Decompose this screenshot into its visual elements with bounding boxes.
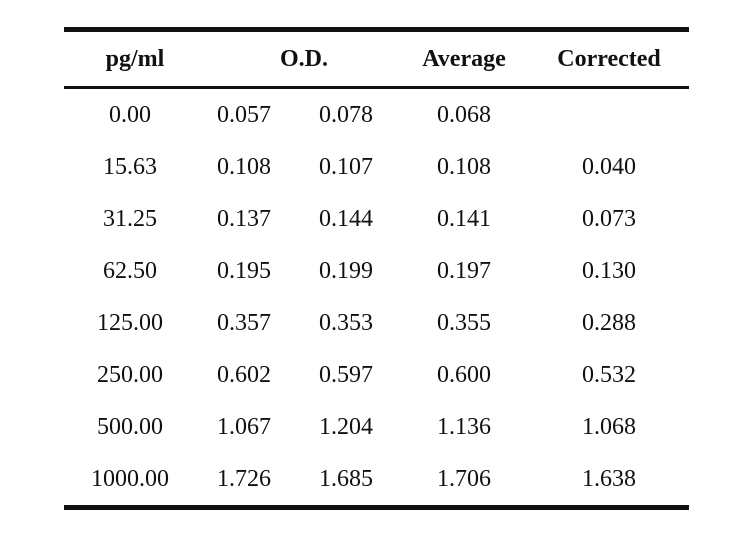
table-row: 500.00 1.067 1.204 1.136 1.068 xyxy=(64,401,689,453)
cell-average: 1.706 xyxy=(437,465,491,492)
table-body: 0.00 0.057 0.078 0.068 15.63 0.108 0.107… xyxy=(64,89,689,505)
cell-od-1: 0.108 xyxy=(217,153,271,180)
table-row: 250.00 0.602 0.597 0.600 0.532 xyxy=(64,349,689,401)
cell-average: 0.141 xyxy=(437,205,491,232)
cell-od-1: 1.067 xyxy=(217,413,271,440)
cell-average: 0.068 xyxy=(437,101,491,128)
table-row: 31.25 0.137 0.144 0.141 0.073 xyxy=(64,193,689,245)
cell-corrected: 0.040 xyxy=(582,153,636,180)
header-od: O.D. xyxy=(280,45,328,72)
cell-pg-ml: 15.63 xyxy=(103,153,157,180)
cell-pg-ml: 125.00 xyxy=(97,309,163,336)
cell-pg-ml: 250.00 xyxy=(97,361,163,388)
table-row: 125.00 0.357 0.353 0.355 0.288 xyxy=(64,297,689,349)
cell-corrected: 1.068 xyxy=(582,413,636,440)
cell-pg-ml: 0.00 xyxy=(109,101,151,128)
cell-corrected: 0.073 xyxy=(582,205,636,232)
table-bottom-rule xyxy=(64,505,689,510)
cell-od-2: 0.199 xyxy=(319,257,373,284)
cell-pg-ml: 500.00 xyxy=(97,413,163,440)
cell-corrected: 1.638 xyxy=(582,465,636,492)
cell-average: 0.600 xyxy=(437,361,491,388)
table-row: 0.00 0.057 0.078 0.068 xyxy=(64,89,689,141)
cell-od-1: 0.137 xyxy=(217,205,271,232)
cell-corrected: 0.130 xyxy=(582,257,636,284)
table-header-row: pg/ml O.D. Average Corrected xyxy=(64,32,689,86)
table-top-rule xyxy=(64,27,689,32)
cell-pg-ml: 62.50 xyxy=(103,257,157,284)
cell-corrected: 0.288 xyxy=(582,309,636,336)
cell-od-1: 0.602 xyxy=(217,361,271,388)
cell-od-2: 0.078 xyxy=(319,101,373,128)
cell-average: 1.136 xyxy=(437,413,491,440)
cell-corrected xyxy=(559,89,659,141)
cell-od-2: 0.353 xyxy=(319,309,373,336)
header-corrected: Corrected xyxy=(557,45,661,72)
standard-curve-table: pg/ml O.D. Average Corrected 0.00 0.057 … xyxy=(64,27,689,510)
cell-od-1: 1.726 xyxy=(217,465,271,492)
table-row: 1000.00 1.726 1.685 1.706 1.638 xyxy=(64,453,689,505)
cell-od-2: 0.597 xyxy=(319,361,373,388)
table-row: 62.50 0.195 0.199 0.197 0.130 xyxy=(64,245,689,297)
cell-pg-ml: 1000.00 xyxy=(91,465,169,492)
cell-od-1: 0.195 xyxy=(217,257,271,284)
header-average: Average xyxy=(422,45,506,72)
cell-average: 0.355 xyxy=(437,309,491,336)
table-row: 15.63 0.108 0.107 0.108 0.040 xyxy=(64,141,689,193)
header-pg-ml: pg/ml xyxy=(105,45,165,72)
table-header-rule xyxy=(64,86,689,89)
cell-od-1: 0.057 xyxy=(217,101,271,128)
cell-od-1: 0.357 xyxy=(217,309,271,336)
cell-corrected: 0.532 xyxy=(582,361,636,388)
cell-average: 0.108 xyxy=(437,153,491,180)
cell-pg-ml: 31.25 xyxy=(103,205,157,232)
cell-od-2: 1.204 xyxy=(319,413,373,440)
cell-average: 0.197 xyxy=(437,257,491,284)
cell-od-2: 0.144 xyxy=(319,205,373,232)
cell-od-2: 0.107 xyxy=(319,153,373,180)
cell-od-2: 1.685 xyxy=(319,465,373,492)
